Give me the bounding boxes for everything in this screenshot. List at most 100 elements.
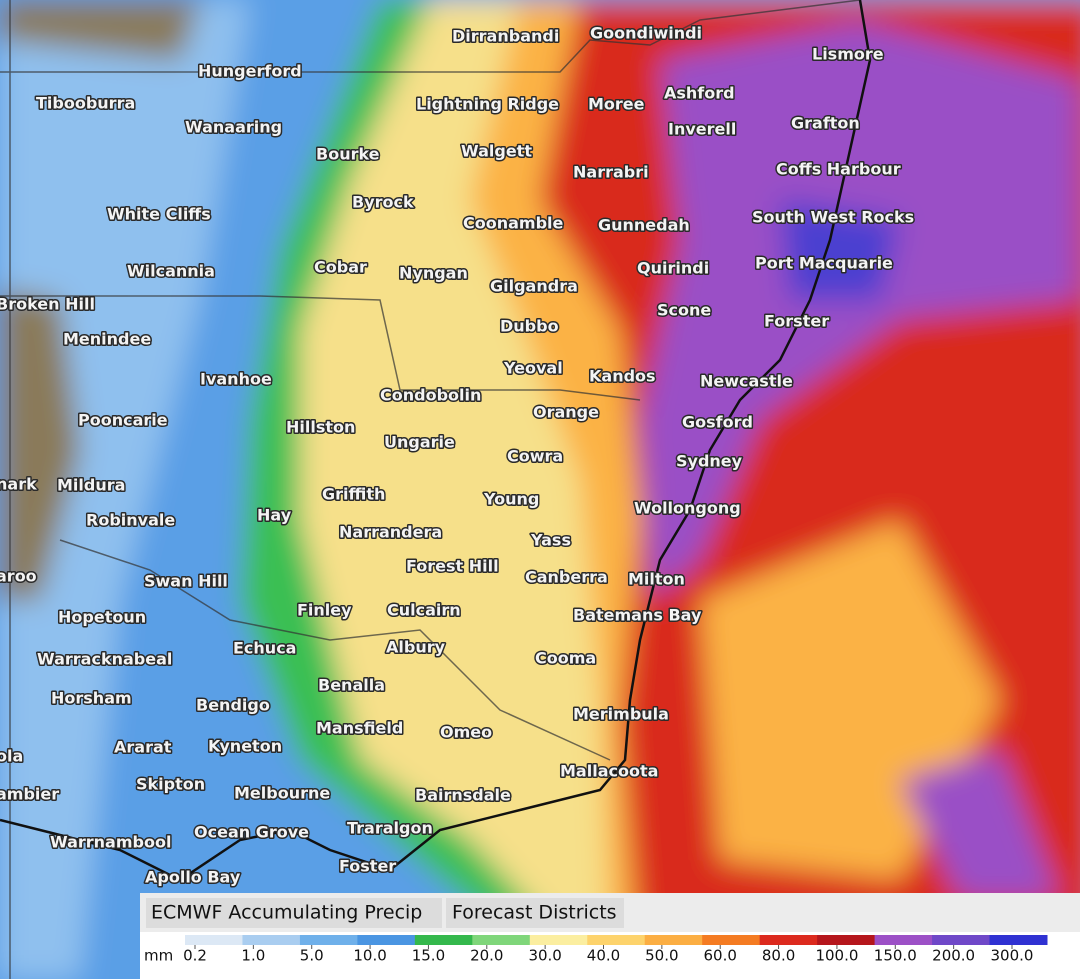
place-label: Ivanhoe bbox=[200, 370, 272, 389]
color-swatch bbox=[472, 935, 531, 945]
place-label: Warracknabeal bbox=[37, 650, 172, 669]
tab-label: ECMWF Accumulating Precip bbox=[151, 902, 422, 924]
level-label: 15.0 bbox=[412, 947, 445, 965]
place-label: Port Macquarie bbox=[755, 254, 893, 273]
place-label: Coffs Harbour bbox=[776, 160, 901, 179]
tab[interactable] bbox=[146, 898, 442, 928]
color-swatch bbox=[357, 935, 416, 945]
place-label: Wilcannia bbox=[127, 262, 215, 281]
place-label: Finley bbox=[297, 601, 352, 620]
place-label: Goondiwindi bbox=[590, 24, 702, 43]
place-label: Young bbox=[483, 490, 539, 509]
place-label: Culcairn bbox=[387, 601, 461, 620]
level-label: 150.0 bbox=[874, 947, 917, 965]
place-label: Inverell bbox=[668, 120, 736, 139]
place-label: Yeoval bbox=[503, 359, 563, 378]
place-label: Yass bbox=[530, 531, 571, 550]
place-label: Orange bbox=[533, 403, 599, 422]
place-label: Omeo bbox=[440, 723, 492, 742]
place-label: White Cliffs bbox=[107, 205, 211, 224]
level-label: 30.0 bbox=[528, 947, 561, 965]
place-label: Hungerford bbox=[198, 62, 302, 81]
place-label: Ocean Grove bbox=[194, 823, 309, 842]
place-label: Foster bbox=[339, 857, 396, 876]
level-label: 50.0 bbox=[645, 947, 678, 965]
place-labels: Dirranbandi Goondiwindi Hungerford Tiboobur… bbox=[0, 22, 916, 888]
level-label: 1.0 bbox=[241, 947, 265, 965]
place-label: Ashford bbox=[664, 84, 735, 103]
tab[interactable] bbox=[446, 898, 624, 928]
color-swatch bbox=[817, 935, 876, 945]
place-label: Traralgon bbox=[347, 819, 433, 838]
level-label: 20.0 bbox=[470, 947, 503, 965]
place-label: Hopetoun bbox=[58, 608, 146, 627]
place-label: Warrnambool bbox=[50, 833, 171, 852]
color-swatch bbox=[874, 935, 933, 945]
place-label: Menindee bbox=[63, 330, 151, 349]
level-label: 5.0 bbox=[300, 947, 324, 965]
level-label: 300.0 bbox=[991, 947, 1034, 965]
place-label: Albury bbox=[386, 638, 446, 657]
place-label: Skipton bbox=[136, 775, 205, 794]
place-label: Wanaaring bbox=[185, 118, 282, 137]
place-label: Mallacoota bbox=[560, 762, 658, 781]
place-label: Newcastle bbox=[700, 372, 793, 391]
place-label: Gunnedah bbox=[598, 216, 690, 235]
color-swatch bbox=[299, 935, 358, 945]
color-swatch bbox=[185, 935, 243, 945]
place-label: Tibooburra bbox=[36, 94, 135, 113]
place-label: Horsham bbox=[51, 689, 132, 708]
place-label: Batemans Bay bbox=[573, 606, 702, 625]
color-swatch bbox=[989, 935, 1048, 945]
place-label: Mansfield bbox=[316, 719, 403, 738]
place-label: Walgett bbox=[461, 142, 532, 161]
borders bbox=[0, 0, 861, 979]
place-label: Narrandera bbox=[339, 523, 442, 542]
place-label: Coonamble bbox=[463, 214, 564, 233]
place-label: Quirindi bbox=[637, 259, 709, 278]
place-label: Bendigo bbox=[196, 696, 270, 715]
place-label: Benalla bbox=[318, 676, 385, 695]
place-label: Bourke bbox=[316, 145, 380, 164]
place-label: South West Rocks bbox=[752, 208, 914, 227]
place-label: Echuca bbox=[233, 639, 296, 658]
level-label: 40.0 bbox=[587, 947, 620, 965]
place-label: ola bbox=[0, 747, 23, 766]
color-swatch bbox=[414, 935, 473, 945]
place-label: Moree bbox=[588, 95, 645, 114]
color-swatch bbox=[529, 935, 588, 945]
unit-label: mm bbox=[144, 947, 173, 965]
place-label: Broken Hill bbox=[0, 295, 95, 314]
place-label: Cooma bbox=[535, 649, 596, 668]
place-label: Cowra bbox=[507, 447, 563, 466]
color-swatch bbox=[702, 935, 761, 945]
place-label: Forest Hill bbox=[406, 557, 499, 576]
place-label: Scone bbox=[657, 301, 711, 320]
color-swatch bbox=[644, 935, 703, 945]
place-label: Lismore bbox=[812, 45, 884, 64]
place-label: Sydney bbox=[676, 452, 743, 471]
coastline bbox=[0, 0, 872, 882]
place-label: Merimbula bbox=[573, 705, 669, 724]
level-label: 200.0 bbox=[932, 947, 975, 965]
place-label: Forster bbox=[764, 312, 829, 331]
place-label: Gosford bbox=[682, 413, 753, 432]
place-label: Swan Hill bbox=[144, 572, 228, 591]
place-label: Hillston bbox=[286, 418, 355, 437]
place-label: nark bbox=[0, 475, 37, 494]
place-label: Narrabri bbox=[573, 163, 649, 182]
place-label: Griffith bbox=[322, 485, 385, 504]
color-swatch bbox=[587, 935, 646, 945]
level-label: 0.2 bbox=[183, 947, 207, 965]
place-label: Kyneton bbox=[208, 737, 282, 756]
place-label: Dubbo bbox=[500, 317, 559, 336]
place-label: ambier bbox=[0, 785, 59, 804]
place-label: Ungarie bbox=[384, 433, 455, 452]
legend: ECMWF Accumulating Precip Forecast Distri… bbox=[140, 893, 1080, 979]
place-label: Mildura bbox=[57, 476, 125, 495]
color-swatch bbox=[932, 935, 991, 945]
place-label: Gilgandra bbox=[490, 277, 578, 296]
